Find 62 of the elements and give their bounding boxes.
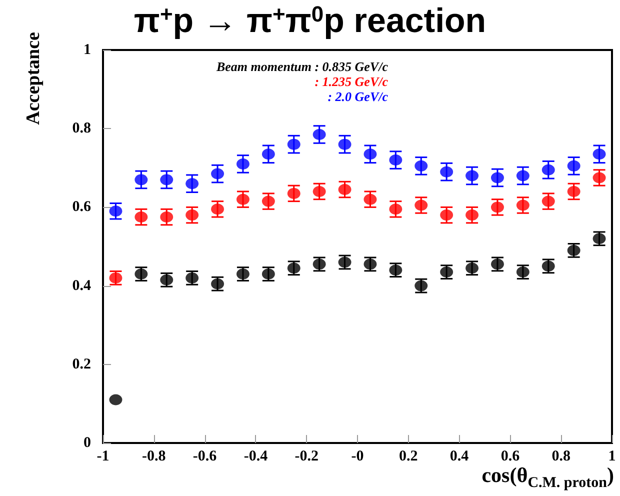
point — [109, 206, 122, 217]
point — [389, 204, 402, 215]
x-tick-label: -0.6 — [192, 448, 218, 464]
point — [160, 212, 174, 223]
y-tick-label: 0.6 — [72, 199, 92, 216]
x-tick-label: -0 — [351, 448, 364, 464]
point — [134, 174, 148, 186]
point — [312, 186, 326, 197]
point — [516, 170, 530, 182]
point — [440, 210, 454, 221]
point — [211, 204, 224, 215]
point — [592, 148, 606, 160]
x-tick-label: -0.4 — [244, 448, 268, 464]
x-tick-label: -0.8 — [142, 448, 166, 464]
point — [567, 186, 580, 197]
point — [186, 178, 199, 190]
point — [211, 168, 224, 180]
point — [287, 188, 300, 199]
x-tick-label: -1 — [96, 448, 110, 464]
point — [364, 148, 377, 160]
point — [134, 212, 148, 223]
y-tick-label: 0.4 — [72, 278, 92, 294]
point — [312, 129, 326, 140]
point — [160, 174, 174, 186]
x-tick-label: 0.6 — [500, 448, 520, 464]
point — [466, 210, 479, 221]
point — [567, 160, 580, 172]
point — [109, 394, 122, 406]
point — [466, 170, 479, 182]
point — [516, 200, 530, 211]
point — [262, 148, 275, 160]
x-tick-label: 0.8 — [552, 448, 570, 464]
text: Beam momentum : 0.835 GeV/c — [215, 59, 388, 74]
text: : 2.0 GeV/c — [328, 89, 388, 104]
y-tick-label: 0.2 — [72, 356, 91, 372]
point — [236, 194, 250, 205]
point — [262, 196, 275, 207]
y-tick-label: 0 — [84, 435, 91, 451]
point — [364, 194, 377, 205]
point — [592, 172, 606, 184]
y-tick-label: 1 — [84, 42, 91, 58]
point — [440, 166, 454, 178]
y-axis-title: Acceptance — [23, 32, 44, 125]
x-axis-title: cos(θ$_{C.M. proton}$) — [482, 462, 614, 491]
point — [542, 164, 555, 176]
point — [338, 184, 352, 196]
point — [490, 172, 504, 184]
point — [186, 210, 199, 221]
point — [414, 160, 428, 172]
point — [287, 138, 300, 150]
point — [490, 202, 504, 213]
point — [236, 158, 250, 170]
point — [542, 196, 555, 207]
x-tick-label: 0.4 — [450, 448, 470, 464]
x-tick-label: -0.2 — [294, 448, 318, 464]
x-tick-label: 0.2 — [399, 448, 418, 464]
y-tick-label: 0.8 — [72, 120, 91, 137]
point — [338, 138, 352, 150]
x-tick-label: 1 — [608, 448, 616, 464]
text: : 1.235 GeV/c — [314, 74, 388, 89]
point — [389, 154, 402, 166]
point — [414, 200, 428, 211]
